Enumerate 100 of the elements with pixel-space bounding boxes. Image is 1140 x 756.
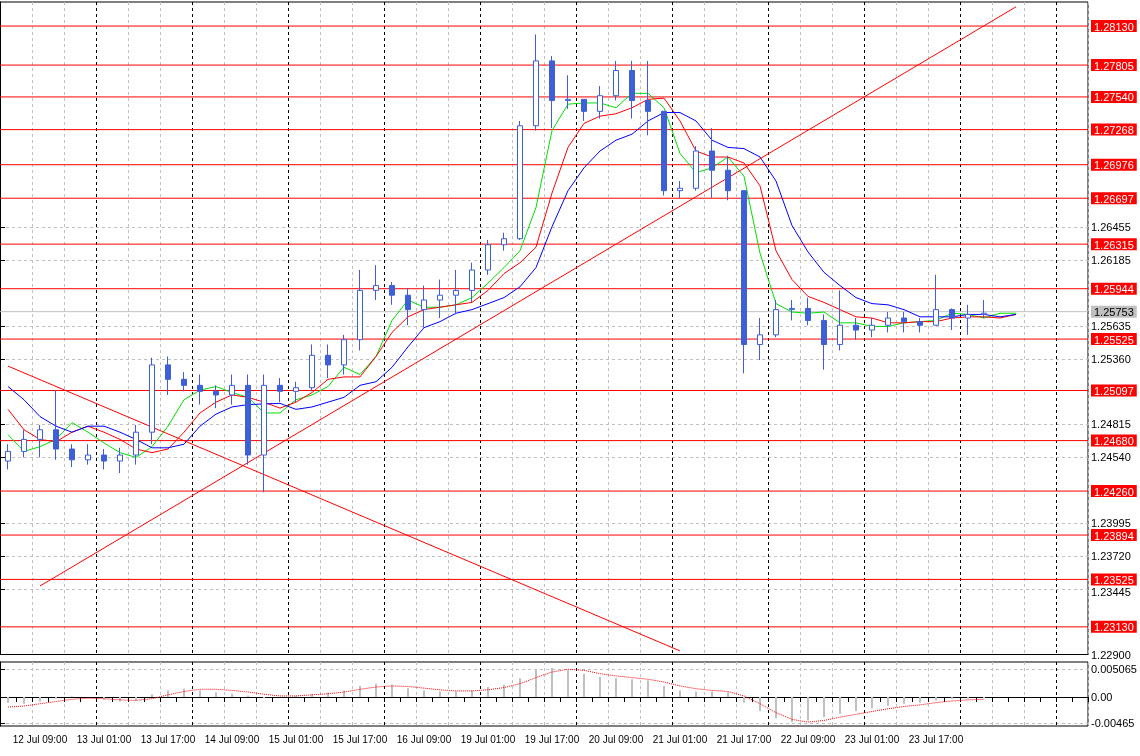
- candlestick: [533, 33, 539, 132]
- candlestick: [677, 180, 683, 199]
- candlestick: [149, 357, 155, 445]
- bar: [199, 690, 201, 698]
- x-tick-label: 19 Jul 17:00: [524, 733, 580, 745]
- candlestick: [501, 232, 507, 252]
- ref-line-label: 1.25525: [1094, 333, 1134, 346]
- x-tick-label: 15 Jul 01:00: [268, 733, 324, 745]
- candlestick: [293, 381, 299, 403]
- candlestick: [357, 269, 363, 351]
- candlestick: [37, 424, 43, 458]
- bar: [663, 685, 665, 698]
- candlestick: [933, 274, 939, 326]
- candlestick: [117, 447, 123, 474]
- ref-line-label: 1.23130: [1094, 621, 1134, 634]
- ref-line-label: 1.27268: [1094, 124, 1134, 137]
- bar: [423, 690, 425, 698]
- candlestick: [853, 317, 859, 341]
- candlestick: [437, 279, 443, 319]
- bar: [39, 697, 41, 702]
- candlestick: [389, 281, 395, 306]
- candlestick: [629, 60, 635, 120]
- candlestick: [837, 289, 843, 351]
- candlestick: [805, 297, 811, 326]
- candlestick: [181, 371, 187, 392]
- x-tick-label: 21 Jul 01:00: [652, 733, 708, 745]
- y-tick-label: 1.24815: [1091, 418, 1131, 431]
- bar: [711, 691, 713, 698]
- candlestick: [373, 264, 379, 301]
- candlestick: [981, 299, 987, 319]
- ref-line-label: 1.23894: [1094, 529, 1134, 542]
- y-tick-label: 1.25635: [1091, 319, 1131, 332]
- candlestick: [901, 311, 907, 333]
- ref-line-label: 1.24680: [1094, 435, 1134, 448]
- bar: [567, 670, 569, 698]
- bar: [807, 697, 809, 721]
- candlestick: [21, 429, 27, 458]
- ref-line-label: 1.24260: [1094, 485, 1134, 498]
- bar: [647, 680, 649, 698]
- x-tick-label: 21 Jul 17:00: [716, 733, 772, 745]
- bar: [823, 697, 825, 718]
- ref-line-label: 1.28130: [1094, 20, 1134, 33]
- candlestick: [773, 299, 779, 338]
- candlestick: [341, 334, 347, 376]
- bar: [519, 678, 521, 698]
- ref-line-label: 1.25097: [1094, 385, 1134, 397]
- candlestick: [965, 304, 971, 336]
- x-tick-label: 19 Jul 01:00: [460, 733, 516, 745]
- candlestick: [949, 307, 955, 331]
- bar: [887, 697, 889, 706]
- ref-line-label: 1.26697: [1094, 192, 1134, 205]
- candlestick: [821, 313, 827, 371]
- candlestick: [709, 127, 715, 199]
- candlestick: [165, 355, 171, 396]
- candlestick: [69, 443, 75, 468]
- candlestick: [261, 374, 267, 493]
- bar: [743, 697, 745, 703]
- y-tick-label: 1.23720: [1091, 549, 1131, 562]
- x-tick-label: 14 Jul 09:00: [204, 733, 260, 745]
- x-tick-label: 23 Jul 01:00: [844, 733, 900, 745]
- candlestick: [613, 60, 619, 102]
- candlestick: [485, 239, 491, 276]
- x-tick-label: 15 Jul 17:00: [332, 733, 388, 745]
- x-tick-label: 22 Jul 09:00: [780, 733, 836, 745]
- candlestick: [725, 155, 731, 201]
- ref-line-label: 1.25753: [1094, 306, 1134, 319]
- bar: [775, 697, 777, 719]
- candlestick: [869, 317, 875, 338]
- y-tick-label: -0.00465: [1091, 716, 1135, 729]
- bar: [631, 679, 633, 698]
- bar: [599, 677, 601, 698]
- bar: [407, 688, 409, 698]
- bar: [183, 688, 185, 698]
- candlestick: [757, 317, 763, 361]
- candlestick: [213, 384, 219, 409]
- candlestick: [789, 299, 795, 321]
- candlestick: [581, 98, 587, 122]
- bar: [615, 678, 617, 698]
- candlestick: [405, 287, 411, 326]
- candlestick: [133, 424, 139, 466]
- y-tick-label: 1.23995: [1091, 516, 1131, 529]
- candlestick: [917, 317, 923, 333]
- candlestick: [693, 145, 699, 192]
- candlestick: [517, 120, 523, 241]
- ref-line-label: 1.26315: [1094, 238, 1134, 251]
- candlestick: [645, 60, 651, 136]
- y-tick-label: 1.26185: [1091, 253, 1131, 266]
- ref-line-label: 1.25944: [1094, 283, 1134, 296]
- bar: [487, 687, 489, 698]
- candlestick: [229, 374, 235, 406]
- candlestick: [421, 285, 427, 329]
- candlestick: [85, 443, 91, 466]
- bar: [919, 697, 921, 703]
- ref-line-label: 1.27540: [1094, 91, 1134, 104]
- candlestick: [53, 389, 59, 461]
- x-tick-label: 13 Jul 17:00: [140, 733, 196, 745]
- y-tick-label: 1.22900: [1091, 648, 1131, 661]
- y-tick-label: 0.005065: [1091, 662, 1137, 675]
- bar: [439, 691, 441, 698]
- bar: [903, 697, 905, 704]
